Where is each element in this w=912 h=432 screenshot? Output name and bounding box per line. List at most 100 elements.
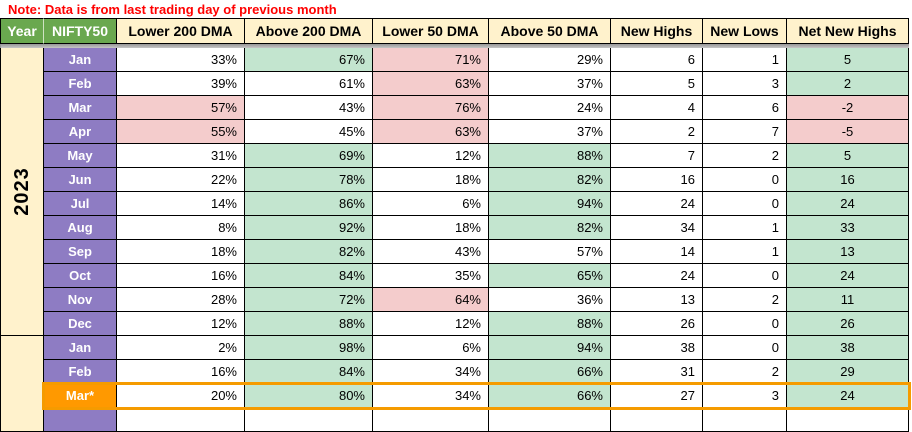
data-cell[interactable]: 2 [703,360,787,384]
data-cell[interactable]: 84% [245,360,373,384]
header-cell-year[interactable]: Year [0,18,44,44]
data-cell[interactable]: 34% [373,384,489,408]
data-cell[interactable]: 24 [611,192,703,216]
data-cell[interactable]: 6% [373,336,489,360]
header-cell-net-new-highs[interactable]: Net New Highs [787,18,909,44]
data-cell[interactable]: 4 [611,96,703,120]
data-cell[interactable]: 24 [787,192,909,216]
data-cell[interactable]: 82% [489,216,611,240]
data-cell[interactable]: 6 [703,96,787,120]
data-cell[interactable]: 2 [703,144,787,168]
data-cell[interactable] [703,408,787,432]
year-cell-2023[interactable]: 2023 [0,48,44,336]
data-cell[interactable]: 88% [245,312,373,336]
data-cell[interactable]: 38 [611,336,703,360]
data-cell[interactable]: 5 [787,144,909,168]
year-cell-next[interactable] [0,336,44,432]
data-cell[interactable]: 71% [373,48,489,72]
data-cell[interactable]: 12% [373,312,489,336]
data-cell[interactable]: 8% [117,216,245,240]
month-cell-jan[interactable]: Jan [44,48,117,72]
data-cell[interactable]: 0 [703,168,787,192]
data-cell[interactable]: 43% [245,96,373,120]
data-cell[interactable]: 92% [245,216,373,240]
data-cell[interactable]: 1 [703,240,787,264]
data-cell[interactable]: 3 [703,72,787,96]
data-cell[interactable]: 18% [117,240,245,264]
data-cell[interactable]: 16 [787,168,909,192]
data-cell[interactable]: -2 [787,96,909,120]
data-cell[interactable]: 29% [489,48,611,72]
month-cell-apr[interactable]: Apr [44,120,117,144]
data-cell[interactable]: 22% [117,168,245,192]
data-cell[interactable]: 31% [117,144,245,168]
month-cell-sep[interactable]: Sep [44,240,117,264]
data-cell[interactable] [489,408,611,432]
data-cell[interactable]: 94% [489,192,611,216]
data-cell[interactable] [611,408,703,432]
data-cell[interactable]: 7 [703,120,787,144]
month-cell-dec[interactable]: Dec [44,312,117,336]
header-cell-new-highs[interactable]: New Highs [611,18,703,44]
data-cell[interactable]: 45% [245,120,373,144]
data-cell[interactable]: 37% [489,72,611,96]
data-cell[interactable]: 34% [373,360,489,384]
header-cell-lower-50-dma[interactable]: Lower 50 DMA [373,18,489,44]
data-cell[interactable]: 65% [489,264,611,288]
data-cell[interactable]: 0 [703,192,787,216]
data-cell[interactable]: 18% [373,168,489,192]
data-cell[interactable]: 24 [787,264,909,288]
data-cell[interactable]: 6 [611,48,703,72]
data-cell[interactable]: 35% [373,264,489,288]
data-cell[interactable]: 24 [787,384,909,408]
data-cell[interactable]: 16% [117,360,245,384]
data-cell[interactable]: 84% [245,264,373,288]
header-cell-above-50-dma[interactable]: Above 50 DMA [489,18,611,44]
data-cell[interactable]: 63% [373,72,489,96]
month-cell-nov[interactable]: Nov [44,288,117,312]
data-cell[interactable]: 88% [489,144,611,168]
data-cell[interactable]: 1 [703,216,787,240]
data-cell[interactable]: 66% [489,384,611,408]
month-cell-feb[interactable]: Feb [44,72,117,96]
month-cell-partial[interactable] [44,408,117,432]
data-cell[interactable]: 82% [245,240,373,264]
data-cell[interactable]: 64% [373,288,489,312]
data-cell[interactable]: 0 [703,264,787,288]
data-cell[interactable]: 28% [117,288,245,312]
data-cell[interactable]: 76% [373,96,489,120]
data-cell[interactable]: 2 [787,72,909,96]
data-cell[interactable] [787,408,909,432]
data-cell[interactable]: 63% [373,120,489,144]
month-cell-may[interactable]: May [44,144,117,168]
data-cell[interactable] [373,408,489,432]
month-cell-jun[interactable]: Jun [44,168,117,192]
data-cell[interactable]: 14 [611,240,703,264]
data-cell[interactable]: 5 [611,72,703,96]
data-cell[interactable]: 12% [117,312,245,336]
data-cell[interactable]: 78% [245,168,373,192]
data-cell[interactable]: 31 [611,360,703,384]
data-cell[interactable]: 16% [117,264,245,288]
data-cell[interactable]: 67% [245,48,373,72]
data-cell[interactable]: 27 [611,384,703,408]
month-cell-feb[interactable]: Feb [44,360,117,384]
data-cell[interactable]: 39% [117,72,245,96]
data-cell[interactable]: 0 [703,312,787,336]
data-cell[interactable]: 69% [245,144,373,168]
data-cell[interactable]: 80% [245,384,373,408]
data-cell[interactable]: 2 [611,120,703,144]
data-cell[interactable]: 55% [117,120,245,144]
data-cell[interactable]: 94% [489,336,611,360]
header-cell-above-200-dma[interactable]: Above 200 DMA [245,18,373,44]
data-cell[interactable]: 88% [489,312,611,336]
data-cell[interactable]: 0 [703,336,787,360]
header-cell-nifty50[interactable]: NIFTY50 [44,18,117,44]
data-cell[interactable]: -5 [787,120,909,144]
data-cell[interactable]: 33 [787,216,909,240]
data-cell[interactable]: 57% [117,96,245,120]
month-cell-jan[interactable]: Jan [44,336,117,360]
data-cell[interactable]: 37% [489,120,611,144]
month-cell-oct[interactable]: Oct [44,264,117,288]
data-cell[interactable]: 43% [373,240,489,264]
